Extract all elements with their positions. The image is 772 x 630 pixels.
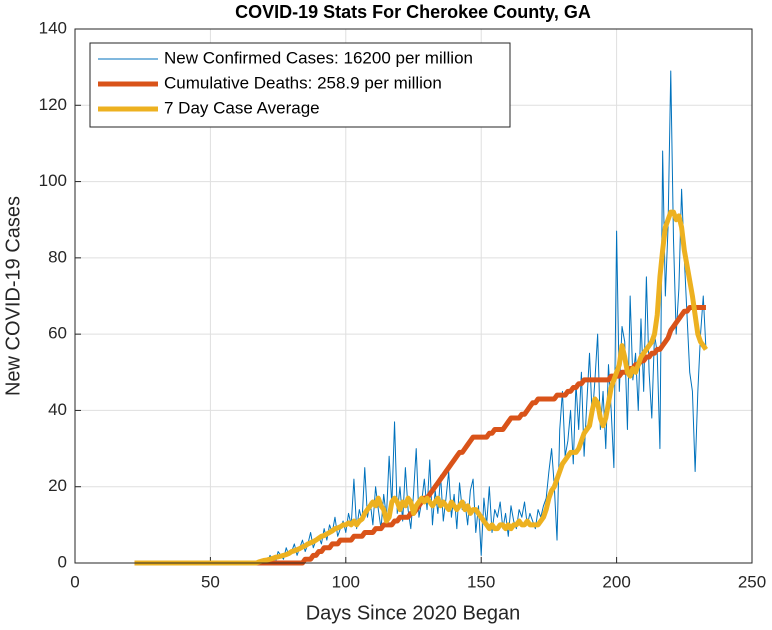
legend-label: 7 Day Case Average [164,98,320,117]
legend-box [89,42,511,128]
x-tick-label: 200 [602,572,630,591]
y-tick-label: 120 [39,95,67,114]
y-tick-label: 0 [58,552,67,571]
x-axis-label: Days Since 2020 Began [306,602,521,624]
y-tick-label: 100 [39,171,67,190]
y-tick-label: 20 [48,476,67,495]
x-tick-label: 250 [738,572,766,591]
chart-title: COVID-19 Stats For Cherokee County, GA [235,2,591,22]
x-tick-label: 0 [70,572,79,591]
y-axis-label: New COVID-19 Cases [2,196,24,396]
y-tick-label: 140 [39,18,67,37]
axes-frame [74,28,753,564]
x-tick-label: 50 [201,572,220,591]
y-tick-label: 60 [48,324,67,343]
y-tick-label: 80 [48,247,67,266]
legend-label: New Confirmed Cases: 16200 per million [164,48,473,67]
x-tick-label: 100 [332,572,360,591]
y-tick-label: 40 [48,400,67,419]
legend-label: Cumulative Deaths: 258.9 per million [164,73,442,92]
x-tick-label: 150 [467,572,495,591]
